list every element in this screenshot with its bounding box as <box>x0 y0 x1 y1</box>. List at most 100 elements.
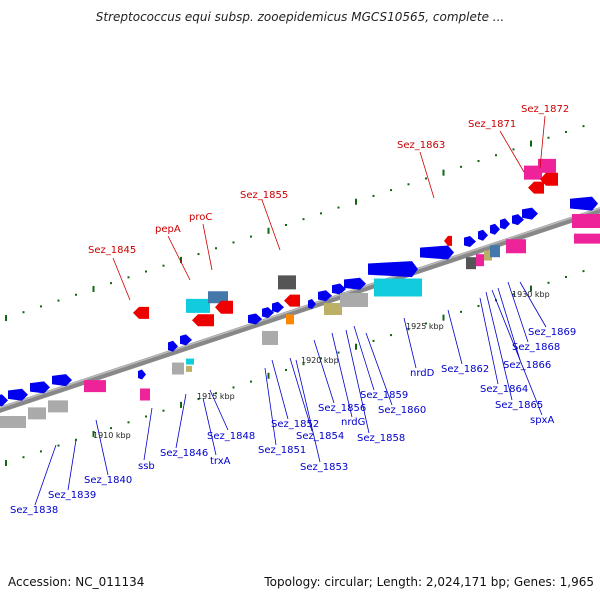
gene-label-sez-1860[interactable]: Sez_1860 <box>378 405 426 416</box>
forward-gene-arrow[interactable] <box>262 307 274 319</box>
forward-gene-arrow[interactable] <box>522 207 538 220</box>
forward-gene-arrow[interactable] <box>368 261 418 278</box>
feature-box[interactable] <box>186 298 210 313</box>
reverse-gene-arrow[interactable] <box>133 306 149 319</box>
feature-box[interactable] <box>278 275 296 290</box>
gene-label-nrdd[interactable]: nrdD <box>410 368 435 379</box>
forward-gene-arrow[interactable] <box>8 388 28 401</box>
gene-label-ssb[interactable]: ssb <box>138 461 155 472</box>
gene-label-sez-1868[interactable]: Sez_1868 <box>512 342 560 353</box>
gene-label-sez-1839[interactable]: Sez_1839 <box>48 490 96 501</box>
guide-dot <box>390 334 392 337</box>
gene-label-sez-1858[interactable]: Sez_1858 <box>357 433 405 444</box>
gene-label-pepa[interactable]: pepA <box>155 224 181 235</box>
gene-label-sez-1855[interactable]: Sez_1855 <box>240 190 288 201</box>
forward-gene-arrow[interactable] <box>500 218 510 230</box>
forward-gene-arrow[interactable] <box>490 223 500 235</box>
leader-line <box>264 367 277 446</box>
forward-gene-arrow[interactable] <box>464 236 476 248</box>
gene-label-sez-1840[interactable]: Sez_1840 <box>84 475 132 486</box>
gene-label-sez-1859[interactable]: Sez_1859 <box>360 390 408 401</box>
feature-box[interactable] <box>340 293 368 308</box>
reverse-gene-arrow[interactable] <box>540 172 558 186</box>
forward-gene-arrow[interactable] <box>308 299 316 310</box>
guide-dot <box>40 305 42 308</box>
feature-box[interactable] <box>140 388 150 401</box>
feature-box[interactable] <box>286 314 294 325</box>
gene-label-sez-1846[interactable]: Sez_1846 <box>160 448 208 459</box>
gene-label-sez-1851[interactable]: Sez_1851 <box>258 445 306 456</box>
accession-text: Accession: NC_011134 <box>8 575 145 589</box>
forward-gene-arrow[interactable] <box>570 196 598 211</box>
gene-label-sez-1864[interactable]: Sez_1864 <box>480 384 528 395</box>
forward-gene-arrow[interactable] <box>344 277 366 290</box>
feature-box[interactable] <box>262 330 278 345</box>
forward-gene-arrow[interactable] <box>168 340 178 352</box>
gene-label-sez-1865[interactable]: Sez_1865 <box>495 400 543 411</box>
gene-label-sez-1871[interactable]: Sez_1871 <box>468 119 516 130</box>
guide-dot <box>285 223 287 226</box>
guide-dot <box>162 409 165 412</box>
feature-box[interactable] <box>28 407 46 420</box>
forward-gene-arrow[interactable] <box>30 381 50 394</box>
forward-gene-arrow[interactable] <box>420 245 454 260</box>
feature-box[interactable] <box>324 303 342 316</box>
guide-dot <box>547 136 550 139</box>
leader-line <box>202 397 217 456</box>
gene-label-sez-1856[interactable]: Sez_1856 <box>318 403 366 414</box>
gene-label-sez-1854[interactable]: Sez_1854 <box>296 431 344 442</box>
feature-box[interactable] <box>48 400 68 413</box>
feature-box[interactable] <box>84 380 106 393</box>
forward-gene-arrow[interactable] <box>0 394 8 407</box>
gene-label-sez-1845[interactable]: Sez_1845 <box>88 245 136 256</box>
reverse-gene-arrow[interactable] <box>528 181 544 194</box>
forward-gene-arrow[interactable] <box>138 369 146 380</box>
forward-gene-arrow[interactable] <box>52 374 72 387</box>
forward-gene-arrow[interactable] <box>272 301 284 313</box>
reverse-gene-arrow[interactable] <box>192 314 214 327</box>
gene-label-trxa[interactable]: trxA <box>210 456 231 467</box>
gene-label-nrdg[interactable]: nrdG <box>341 417 365 428</box>
feature-box[interactable] <box>186 365 192 372</box>
forward-gene-arrow[interactable] <box>248 313 262 325</box>
gene-label-spxa[interactable]: spxA <box>530 415 554 426</box>
gene-label-sez-1872[interactable]: Sez_1872 <box>521 104 569 115</box>
guide-dot <box>267 372 270 379</box>
forward-gene-arrow[interactable] <box>318 290 332 302</box>
feature-box[interactable] <box>186 358 194 365</box>
feature-box[interactable] <box>574 233 600 244</box>
gene-label-sez-1853[interactable]: Sez_1853 <box>300 462 348 473</box>
feature-box[interactable] <box>538 158 556 173</box>
gene-label-proc[interactable]: proC <box>189 212 212 223</box>
gene-label-sez-1862[interactable]: Sez_1862 <box>441 364 489 375</box>
feature-box[interactable] <box>172 362 184 375</box>
reverse-gene-arrow[interactable] <box>444 235 452 246</box>
guide-dot <box>215 247 217 250</box>
feature-box[interactable] <box>0 416 26 429</box>
gene-label-sez-1838[interactable]: Sez_1838 <box>10 505 58 516</box>
feature-box[interactable] <box>524 165 542 180</box>
guide-dot <box>40 450 42 453</box>
reverse-gene-arrow[interactable] <box>215 300 233 314</box>
feature-box[interactable] <box>490 245 500 258</box>
reverse-gene-arrow[interactable] <box>284 294 300 307</box>
guide-dot <box>442 169 445 176</box>
feature-box[interactable] <box>476 254 484 267</box>
feature-box[interactable] <box>572 213 600 228</box>
gene-label-sez-1852[interactable]: Sez_1852 <box>271 419 319 430</box>
feature-box[interactable] <box>466 257 476 270</box>
forward-gene-arrow[interactable] <box>180 334 192 346</box>
forward-gene-arrow[interactable] <box>512 214 524 226</box>
leader-line <box>485 291 513 401</box>
gene-label-sez-1848[interactable]: Sez_1848 <box>207 431 255 442</box>
guide-dot <box>495 154 497 157</box>
feature-box[interactable] <box>208 291 228 304</box>
gene-label-sez-1869[interactable]: Sez_1869 <box>528 327 576 338</box>
feature-box[interactable] <box>506 239 526 254</box>
forward-gene-arrow[interactable] <box>478 229 488 241</box>
feature-box[interactable] <box>374 278 422 297</box>
forward-gene-arrow[interactable] <box>332 283 346 295</box>
gene-label-sez-1863[interactable]: Sez_1863 <box>397 140 445 151</box>
gene-label-sez-1866[interactable]: Sez_1866 <box>503 360 551 371</box>
guide-dot <box>110 427 112 430</box>
